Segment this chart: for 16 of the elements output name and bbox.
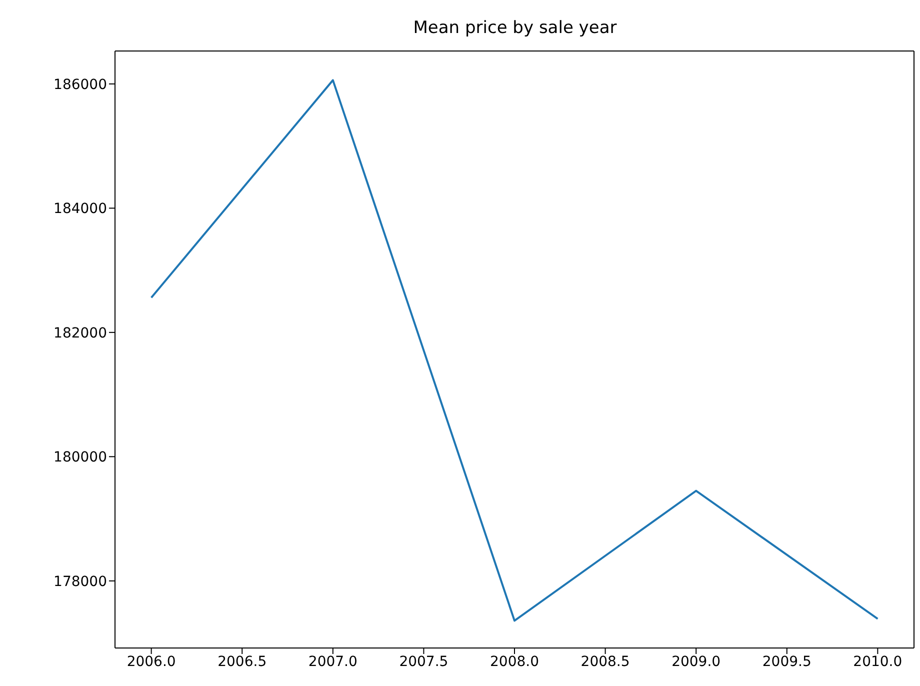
x-tick-label: 2007.5 xyxy=(399,654,448,670)
y-tick-label: 178000 xyxy=(54,574,107,590)
x-tick-label: 2008.5 xyxy=(580,654,630,670)
x-tick-label: 2009.0 xyxy=(672,654,721,670)
x-tick-label: 2010.0 xyxy=(853,654,902,670)
x-tick-label: 2007.0 xyxy=(308,654,358,670)
y-tick-label: 182000 xyxy=(54,325,107,342)
y-tick-label: 184000 xyxy=(54,201,107,218)
y-tick-label: 186000 xyxy=(54,76,107,93)
x-tick-label: 2008.0 xyxy=(490,654,539,670)
x-tick-label: 2006.0 xyxy=(126,654,176,670)
line-series xyxy=(150,79,879,622)
x-tick-label: 2006.5 xyxy=(218,654,267,670)
x-tick-label: 2009.5 xyxy=(762,654,812,670)
chart-title: Mean price by sale year xyxy=(412,18,618,38)
y-tick-label: 180000 xyxy=(54,450,107,466)
